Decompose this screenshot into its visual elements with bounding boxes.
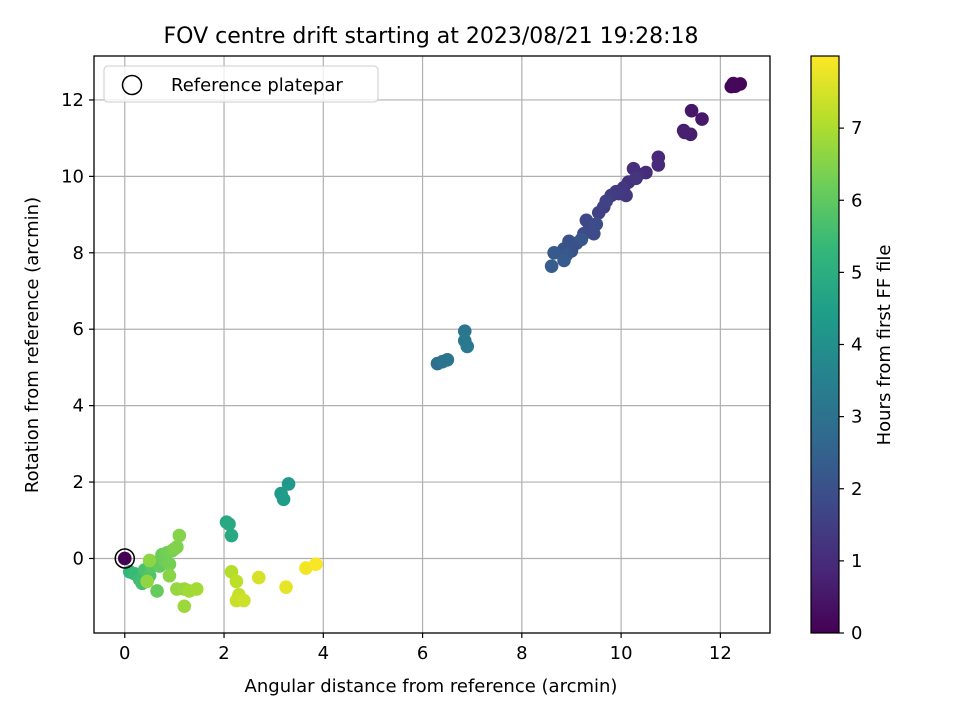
data-point — [589, 217, 604, 231]
data-point — [728, 79, 743, 93]
data-point — [651, 158, 666, 172]
data-point — [162, 557, 177, 572]
colorbar-tick-label: 2 — [851, 479, 862, 500]
data-points — [114, 76, 748, 614]
x-axis-ticks: 0 2 4 6 8 10 12 — [119, 633, 732, 664]
y-tick-label: 8 — [73, 243, 84, 264]
x-tick-label: 12 — [709, 643, 732, 664]
data-point — [177, 599, 192, 614]
data-point — [281, 477, 296, 491]
y-tick-label: 12 — [61, 90, 84, 111]
data-point — [251, 570, 266, 585]
data-point — [162, 568, 177, 583]
colorbar-tick-label: 4 — [851, 335, 862, 356]
data-point — [557, 253, 571, 268]
data-point — [222, 517, 236, 531]
data-point — [140, 574, 154, 589]
data-point — [170, 540, 184, 554]
data-point — [677, 125, 692, 140]
data-point — [544, 259, 559, 273]
colorbar-tick-label: 1 — [851, 551, 862, 572]
data-point — [547, 245, 561, 260]
data-point — [172, 528, 187, 543]
chart-title: FOV centre drift starting at 2023/08/21 … — [164, 24, 699, 49]
data-point — [142, 553, 157, 568]
data-point — [457, 324, 472, 338]
data-point — [276, 492, 291, 507]
x-tick-label: 0 — [119, 643, 130, 664]
y-axis-ticks: 0 2 4 6 8 10 12 — [61, 90, 94, 569]
legend-entry-label: Reference platepar — [171, 75, 343, 96]
y-tick-label: 4 — [73, 396, 84, 417]
grid — [94, 56, 770, 633]
data-point — [189, 582, 204, 596]
x-tick-label: 6 — [417, 643, 428, 664]
colorbar — [810, 55, 840, 634]
x-tick-label: 2 — [218, 643, 229, 664]
colorbar-tick-label: 0 — [851, 623, 862, 644]
data-point — [684, 103, 699, 118]
y-tick-label: 10 — [61, 166, 84, 187]
y-axis-label: Rotation from reference (arcmin) — [22, 197, 43, 493]
x-tick-label: 4 — [318, 643, 329, 664]
x-tick-label: 8 — [516, 643, 527, 664]
data-point — [117, 551, 132, 566]
y-tick-label: 2 — [73, 472, 84, 493]
colorbar-tick-label: 3 — [851, 407, 862, 428]
y-tick-label: 0 — [73, 548, 84, 569]
data-point — [591, 205, 606, 220]
data-point — [279, 580, 293, 594]
colorbar-tick-label: 6 — [851, 190, 862, 211]
data-point — [574, 232, 589, 247]
colorbar-tick-label: 5 — [851, 262, 862, 283]
legend: Reference platepar — [103, 65, 379, 103]
data-point — [309, 557, 323, 572]
data-point — [224, 528, 239, 543]
data-point — [460, 339, 475, 354]
colorbar-label: Hours from first FF file — [874, 245, 895, 446]
colorbar-ticks: 0 1 2 3 4 5 6 7 — [839, 118, 862, 644]
x-tick-label: 10 — [610, 643, 633, 664]
legend-box — [103, 65, 379, 103]
legend-marker-icon — [121, 74, 143, 96]
data-point — [695, 112, 709, 126]
data-point — [440, 352, 455, 367]
data-point — [229, 574, 244, 589]
reference-marker — [114, 548, 136, 569]
data-point — [237, 593, 251, 608]
data-point — [629, 171, 643, 186]
x-axis-label: Angular distance from reference (arcmin) — [245, 676, 618, 697]
y-tick-label: 6 — [73, 319, 84, 340]
data-point — [599, 194, 614, 209]
colorbar-tick-label: 7 — [851, 118, 862, 139]
data-point — [150, 584, 164, 598]
plot-area-frame — [93, 55, 771, 634]
